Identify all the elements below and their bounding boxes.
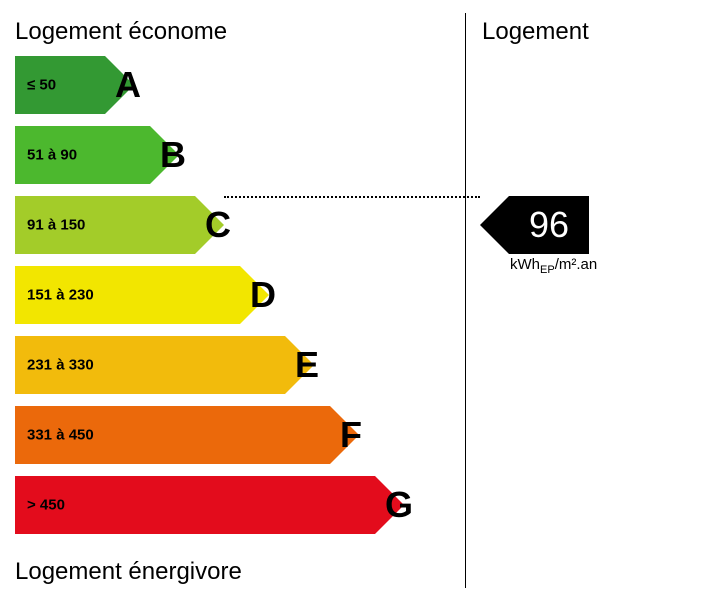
title-top: Logement économe — [15, 18, 227, 46]
bar-range-label: > 450 — [27, 497, 65, 514]
indicator-dotted-line — [224, 196, 480, 198]
rating-indicator: 96 kWhEP/m².an — [480, 196, 589, 254]
rating-bar-a: ≤ 50 A — [15, 56, 404, 114]
bar-letter-label: E — [295, 344, 319, 386]
indicator-arrow-icon — [480, 196, 509, 254]
rating-bar-f: 331 à 450 F — [15, 406, 404, 464]
rating-bar-b: 51 à 90 B — [15, 126, 404, 184]
bar-letter-label: B — [160, 134, 186, 176]
bar-letter-label: A — [115, 64, 141, 106]
indicator-body: 96 — [509, 196, 589, 254]
indicator-unit: kWhEP/m².an — [510, 256, 597, 276]
bar-letter-label: F — [340, 414, 362, 456]
rating-bar-e: 231 à 330 E — [15, 336, 404, 394]
bar-range-label: 91 à 150 — [27, 217, 85, 234]
bar-letter-label: D — [250, 274, 276, 316]
bar-range-label: 151 à 230 — [27, 287, 94, 304]
bar-letter-label: G — [385, 484, 413, 526]
bar-range-label: 231 à 330 — [27, 357, 94, 374]
bar-range-label: 51 à 90 — [27, 147, 77, 164]
rating-bar-c: 91 à 150 C — [15, 196, 404, 254]
rating-bar-g: > 450G — [15, 476, 404, 534]
energy-rating-chart: Logement économe Logement ≤ 50 A 51 à 90 B 9… — [0, 0, 712, 605]
indicator-value: 96 — [529, 204, 569, 246]
rating-bars-group: ≤ 50 A 51 à 90 B 91 à 150 C 151 à 230 D 231 à 33… — [15, 56, 404, 546]
bar — [15, 476, 404, 534]
rating-bar-d: 151 à 230 D — [15, 266, 404, 324]
bar — [15, 56, 404, 114]
title-bottom: Logement énergivore — [15, 558, 242, 586]
bar-range-label: ≤ 50 — [27, 77, 56, 94]
title-right: Logement — [482, 18, 589, 46]
vertical-divider — [465, 13, 466, 588]
bar-range-label: 331 à 450 — [27, 427, 94, 444]
bar-body — [15, 476, 375, 534]
bar-letter-label: C — [205, 204, 231, 246]
